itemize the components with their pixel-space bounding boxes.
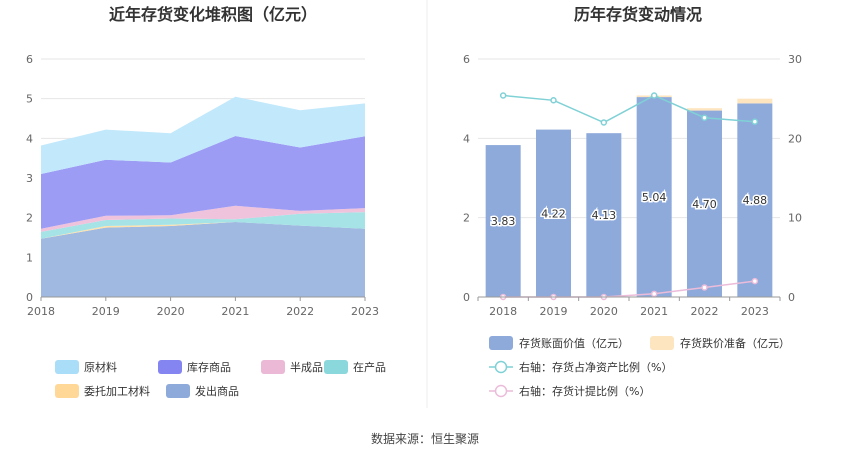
right-bar-series: 3.83 4.22 4.13 5.04 4.70 4.88 (485, 95, 773, 297)
legend-label: 半成品 (290, 360, 323, 374)
area-series (41, 222, 365, 297)
bar-value-label: 4.70 (692, 198, 717, 211)
legend-swatch (261, 360, 285, 374)
legend-swatch (158, 360, 182, 374)
bar-impairment-provision (687, 108, 722, 111)
right-grid (478, 58, 780, 298)
right-chart-title: 历年存货变动情况 (574, 5, 702, 24)
line-point (499, 92, 507, 99)
bar-value-label: 5.04 (642, 191, 667, 204)
line-point (751, 277, 759, 285)
area-series (41, 96, 365, 174)
legend-label: 原材料 (84, 360, 117, 374)
right-y2-tick-label: 0 (788, 291, 795, 304)
right-x-tick-label: 2021 (640, 305, 668, 318)
left-y-tick-label: 2 (26, 212, 33, 225)
legend-label: 发出商品 (195, 384, 239, 398)
right-y-tick-label: 4 (463, 132, 470, 145)
left-x-tick-label: 2018 (27, 305, 55, 318)
legend-marker (494, 360, 508, 374)
legend-label: 右轴：存货占净资产比例（%） (519, 360, 672, 374)
legend-swatch (55, 384, 79, 398)
right-x-tick-label: 2018 (489, 305, 517, 318)
right-y2-tick-label: 30 (788, 53, 802, 66)
right-legend: 存货账面价值（亿元） 存货跌价准备（亿元） 右轴：存货占净资产比例（%） 右轴：存货计… (489, 336, 790, 398)
bar-book-value (536, 129, 571, 297)
left-y-tick-label: 0 (26, 291, 33, 304)
left-y-tick-label: 6 (26, 53, 33, 66)
line-point (600, 119, 608, 126)
left-x-tick-label: 2019 (92, 305, 120, 318)
bar-value-label: 4.22 (541, 207, 566, 220)
legend-label: 存货跌价准备（亿元） (680, 336, 790, 350)
right-y-tick-label: 6 (463, 53, 470, 66)
legend-label: 右轴：存货计提比例（%） (519, 384, 650, 398)
left-x-tick-label: 2021 (221, 305, 249, 318)
bar-value-label: 3.83 (491, 215, 516, 228)
right-x-tick-label: 2023 (741, 305, 769, 318)
legend-swatch (489, 336, 513, 350)
legend-swatch (324, 360, 348, 374)
source-note: 数据来源：恒生聚源 (371, 431, 479, 446)
legend-label: 在产品 (353, 360, 386, 374)
legend-swatch (55, 360, 79, 374)
bar-impairment-provision (737, 98, 773, 104)
bar-value-label: 4.13 (592, 209, 617, 222)
line-series (503, 94, 755, 124)
left-area-series (41, 96, 365, 297)
left-x-tick-label: 2023 (351, 305, 379, 318)
bar-book-value (737, 103, 773, 297)
area-series (41, 212, 365, 239)
bar-book-value (636, 97, 672, 297)
line-point (701, 114, 708, 121)
area-series (41, 205, 365, 232)
left-y-tick-label: 4 (26, 132, 33, 145)
right-x-tick-label: 2020 (590, 305, 618, 318)
line-point (650, 290, 658, 298)
area-series (41, 222, 365, 239)
right-axis: 0 2 4 6 0 10 20 30 2018 2019 2020 2021 2022 2023 (463, 53, 802, 318)
right-y-tick-label: 0 (463, 291, 470, 304)
area-series (41, 136, 365, 229)
left-x-tick-label: 2020 (157, 305, 185, 318)
legend-label: 库存商品 (187, 360, 231, 374)
right-x-tick-label: 2019 (540, 305, 568, 318)
legend-label: 存货账面价值（亿元） (519, 336, 629, 350)
legend-marker (494, 384, 508, 398)
legend-swatch (650, 336, 674, 350)
bar-book-value (687, 110, 722, 297)
legend-swatch (166, 384, 190, 398)
right-y-tick-label: 2 (463, 212, 470, 225)
left-axis: 0 1 2 3 4 5 6 2018 2019 2020 2021 2022 2023 (26, 53, 379, 318)
line-point (650, 92, 658, 99)
line-point (550, 97, 557, 104)
legend-label: 委托加工材料 (84, 384, 150, 398)
line-point (751, 118, 759, 125)
left-y-tick-label: 5 (26, 93, 33, 106)
right-y2-tick-label: 20 (788, 132, 802, 145)
left-y-tick-label: 1 (26, 251, 33, 264)
right-x-tick-label: 2022 (691, 305, 719, 318)
bar-book-value (586, 133, 622, 297)
bar-book-value (485, 145, 521, 297)
right-y2-tick-label: 10 (788, 212, 802, 225)
left-y-tick-label: 3 (26, 172, 33, 185)
left-chart-title: 近年存货变化堆积图（亿元） (109, 5, 317, 24)
bar-value-label: 4.88 (743, 194, 768, 207)
line-point (701, 284, 708, 291)
left-x-tick-label: 2022 (286, 305, 314, 318)
